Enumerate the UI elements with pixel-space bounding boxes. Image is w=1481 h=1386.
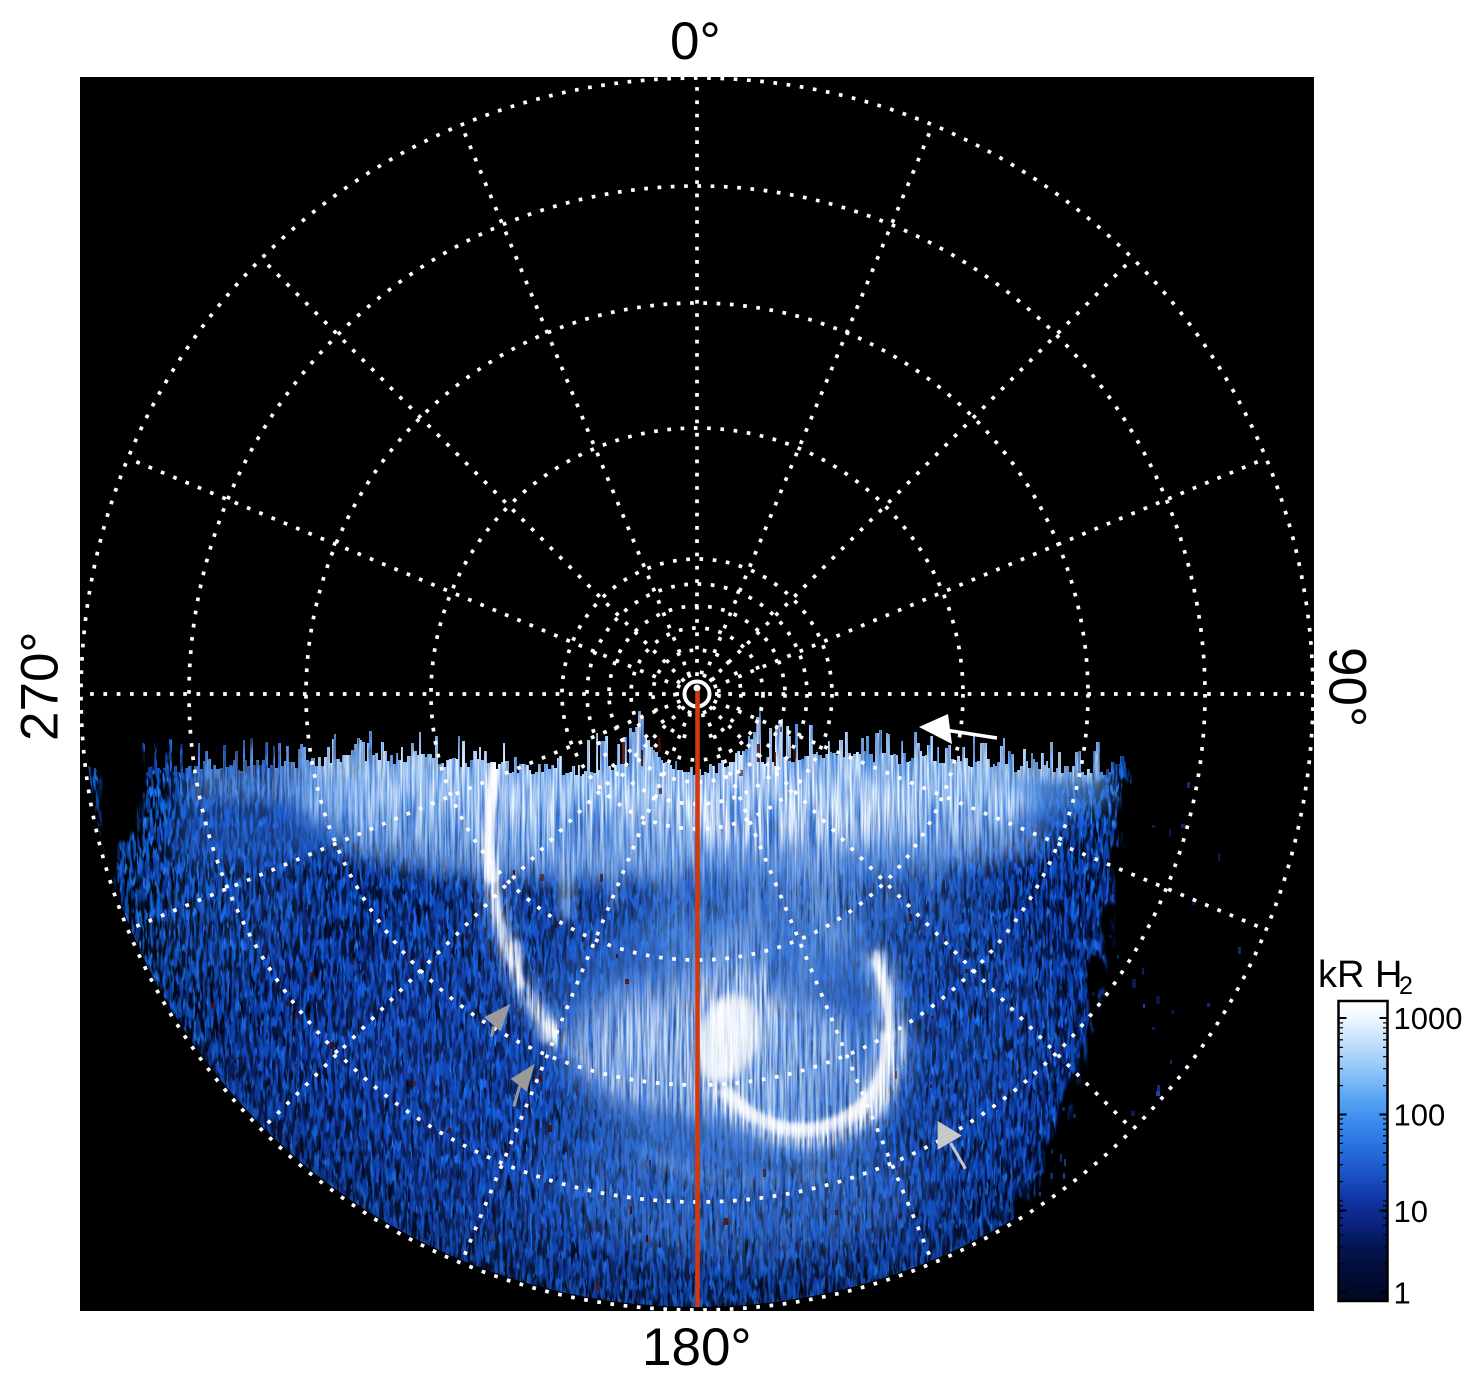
svg-text:10: 10 xyxy=(1394,1194,1428,1229)
svg-text:kR H: kR H xyxy=(1318,954,1402,996)
svg-text:100: 100 xyxy=(1394,1098,1446,1133)
svg-text:0°: 0° xyxy=(670,12,721,71)
svg-text:270°: 270° xyxy=(11,631,70,741)
svg-text:1000: 1000 xyxy=(1394,1001,1463,1036)
svg-text:1: 1 xyxy=(1394,1276,1411,1311)
svg-text:2: 2 xyxy=(1399,972,1413,1000)
svg-text:90°: 90° xyxy=(1318,647,1377,727)
svg-text:180°: 180° xyxy=(642,1318,752,1377)
